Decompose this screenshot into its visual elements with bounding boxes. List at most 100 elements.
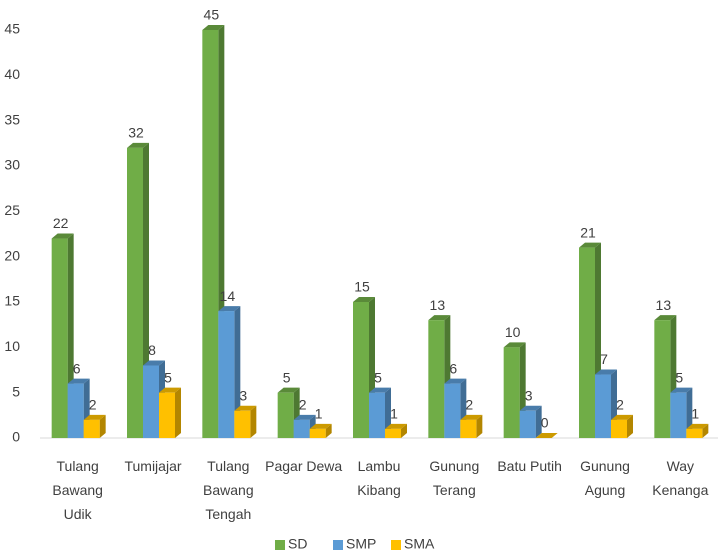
- bar-front: [234, 410, 251, 438]
- data-label: 8: [148, 342, 156, 358]
- bar-side: [627, 414, 633, 438]
- bar-front: [428, 320, 445, 438]
- legend-label: SD: [288, 536, 307, 552]
- bar-top: [143, 360, 165, 366]
- bar: [218, 306, 241, 438]
- bar-front: [293, 419, 310, 438]
- bar-top: [611, 414, 633, 420]
- bar-front: [519, 410, 536, 438]
- data-label: 5: [164, 369, 172, 385]
- bar-front: [67, 383, 84, 438]
- bar-top: [444, 378, 467, 384]
- bar-front: [353, 302, 369, 438]
- bar-front: [460, 419, 477, 438]
- bar-top: [309, 423, 332, 429]
- data-label: 6: [73, 360, 81, 376]
- data-label: 2: [89, 397, 97, 413]
- data-label: 13: [656, 297, 672, 313]
- bar-top: [83, 414, 106, 420]
- bar-top: [503, 342, 526, 348]
- bar-top: [277, 387, 300, 393]
- bar-front: [83, 419, 100, 438]
- data-label: 13: [430, 297, 446, 313]
- bar-front: [127, 147, 143, 438]
- bar-side: [535, 405, 542, 438]
- legend-swatch: [275, 540, 285, 550]
- x-tick-label: Gunung Agung: [580, 458, 630, 498]
- bar-top: [67, 378, 90, 384]
- bar-side: [99, 414, 106, 438]
- bar-top: [127, 142, 149, 148]
- data-label: 5: [675, 369, 683, 385]
- bar-side: [175, 387, 181, 438]
- bar-front: [277, 392, 294, 438]
- data-label: 3: [239, 388, 247, 404]
- data-label: 22: [53, 215, 69, 231]
- data-label: 0: [541, 415, 549, 431]
- bar-top: [595, 369, 617, 375]
- data-label: 5: [374, 369, 382, 385]
- bar-top: [535, 433, 558, 438]
- bar-top: [218, 306, 241, 312]
- bar-top: [670, 387, 693, 393]
- data-label: 45: [204, 7, 220, 23]
- bar-front: [686, 428, 703, 438]
- bar-side: [250, 405, 257, 438]
- bar-top: [460, 414, 483, 420]
- x-tick-label: Tulang Bawang Udik: [52, 458, 103, 522]
- data-label: 5: [283, 369, 291, 385]
- bar: [611, 414, 633, 438]
- data-label: 15: [354, 279, 370, 295]
- data-label: 1: [315, 406, 323, 422]
- bar: [460, 414, 483, 438]
- bar-side: [401, 423, 407, 438]
- legend-swatch: [333, 540, 343, 550]
- bar-front: [202, 30, 219, 438]
- data-label: 2: [616, 397, 624, 413]
- bar: [535, 433, 558, 438]
- bar-front: [159, 392, 175, 438]
- x-tick-label: Lambu Kibang: [357, 458, 401, 498]
- data-label: 10: [505, 324, 521, 340]
- bar-top: [234, 405, 257, 411]
- x-tick-label: Gunung Terang: [429, 458, 480, 498]
- bar: [234, 405, 257, 438]
- bar-side: [476, 414, 483, 438]
- bar-side: [234, 306, 241, 438]
- data-label: 7: [600, 351, 608, 367]
- bar-front: [611, 419, 627, 438]
- x-tick-label: Tulang Bawang Tengah: [203, 458, 254, 522]
- x-tick-label: Batu Putih: [497, 458, 562, 474]
- bar-top: [428, 315, 451, 321]
- legend-label: SMP: [346, 536, 376, 552]
- bar: [309, 423, 332, 438]
- y-tick-label: 30: [4, 157, 20, 173]
- bar-top: [51, 233, 74, 239]
- bar-front: [369, 392, 385, 438]
- bar: [519, 405, 542, 438]
- bar: [385, 423, 407, 438]
- data-label: 32: [128, 125, 144, 141]
- bar-top: [369, 387, 391, 393]
- y-tick-label: 25: [4, 202, 20, 218]
- data-label: 21: [580, 224, 596, 240]
- x-tick-label: Tumijajar: [124, 458, 182, 474]
- bar-top: [686, 423, 709, 429]
- bar: [83, 414, 106, 438]
- bar-side: [702, 423, 709, 438]
- bar-front: [595, 374, 611, 438]
- y-tick-label: 0: [12, 429, 20, 445]
- bar-front: [385, 428, 401, 438]
- bar-front: [143, 365, 159, 438]
- bar-front: [218, 311, 235, 438]
- y-tick-label: 40: [4, 66, 20, 82]
- bar-top: [385, 423, 407, 429]
- bar-top: [353, 297, 375, 302]
- data-label: 6: [449, 360, 457, 376]
- data-label: 1: [390, 406, 398, 422]
- bar-front: [51, 238, 68, 438]
- bar-front: [444, 383, 461, 438]
- x-tick-label: Pagar Dewa: [265, 458, 343, 474]
- y-tick-label: 5: [12, 383, 20, 399]
